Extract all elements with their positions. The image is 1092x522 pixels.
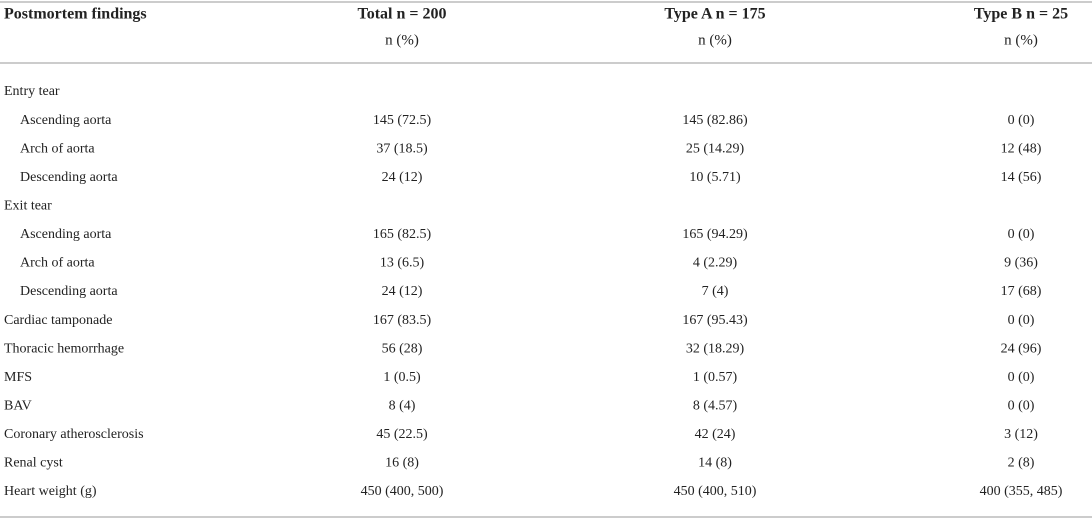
cell: 167 (95.43) [682,313,748,328]
cell: 42 (24) [695,427,736,442]
cell: 7 (4) [702,284,729,299]
cell: 45 (22.5) [376,427,428,442]
cell: 400 (355, 485) [980,484,1063,499]
cell: 0 (0) [1008,313,1035,328]
cell: 32 (18.29) [686,341,745,356]
cell: 167 (83.5) [373,313,432,328]
row-label: Ascending aorta [20,113,112,128]
cell: 10 (5.71) [689,170,741,185]
cell: 56 (28) [382,341,423,356]
cell: 165 (94.29) [682,227,748,242]
row-label: Descending aorta [20,170,118,185]
header-subtitle: n (%) [1004,32,1038,48]
cell: 165 (82.5) [373,227,432,242]
cell: 2 (8) [1008,456,1035,471]
row-label: Coronary atherosclerosis [4,427,144,442]
cell: 1 (0.5) [383,370,421,385]
cell: 0 (0) [1008,398,1035,413]
header-cell: Type A n = 175 [664,6,765,23]
row-label: Descending aorta [20,284,118,299]
cell: 145 (82.86) [682,113,748,128]
header-cell: Type B n = 25 [974,6,1068,23]
header-subtitle: n (%) [385,32,419,48]
cell: 4 (2.29) [693,256,738,271]
cell: 24 (12) [382,170,423,185]
cell: 25 (14.29) [686,141,745,156]
row-label: Arch of aorta [20,141,95,156]
cell: 3 (12) [1004,427,1038,442]
cell: 13 (6.5) [380,256,425,271]
row-label: Entry tear [4,84,60,99]
cell: 17 (68) [1001,284,1042,299]
cell: 1 (0.57) [693,370,738,385]
cell: 24 (96) [1001,341,1042,356]
cell: 0 (0) [1008,227,1035,242]
cell: 14 (56) [1001,170,1042,185]
row-label: BAV [4,398,32,413]
row-label: Exit tear [4,198,52,213]
cell: 9 (36) [1004,256,1038,271]
cell: 12 (48) [1001,141,1042,156]
row-label: MFS [4,370,32,385]
cell: 450 (400, 500) [361,484,444,499]
row-label: Renal cyst [4,456,63,471]
cell: 0 (0) [1008,370,1035,385]
cell: 24 (12) [382,284,423,299]
cell: 0 (0) [1008,113,1035,128]
cell: 8 (4) [389,398,416,413]
cell: 450 (400, 510) [674,484,757,499]
header-subtitle: n (%) [698,32,732,48]
cell: 16 (8) [385,456,419,471]
row-label: Thoracic hemorrhage [4,341,124,356]
header-cell: Postmortem findings [4,6,147,23]
row-label: Heart weight (g) [4,484,97,499]
row-label: Cardiac tamponade [4,313,112,328]
row-label: Arch of aorta [20,256,95,271]
cell: 8 (4.57) [693,398,738,413]
cell: 14 (8) [698,456,732,471]
cell: 37 (18.5) [376,141,428,156]
row-label: Ascending aorta [20,227,112,242]
header-cell: Total n = 200 [358,6,447,23]
cell: 145 (72.5) [373,113,432,128]
